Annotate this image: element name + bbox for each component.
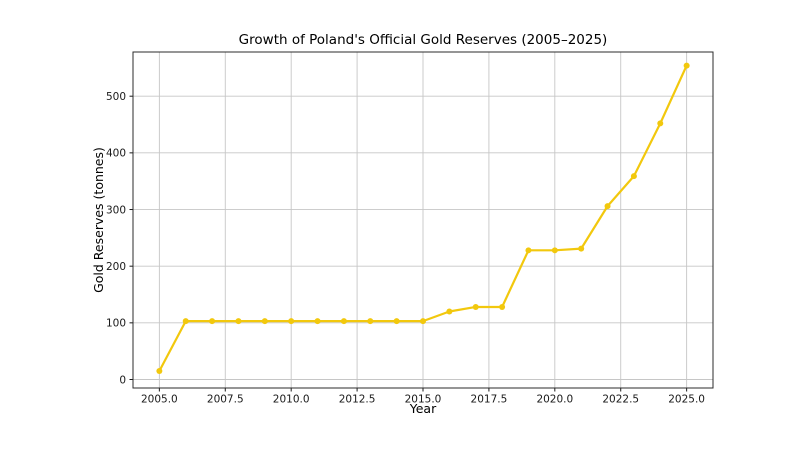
axis-ticks: 2005.0 2007.5 2010.0 2012.5 2015.0 2017.5 2020… xyxy=(106,91,705,406)
data-point-marker xyxy=(288,318,295,325)
data-point-marker xyxy=(472,303,479,310)
data-point-marker xyxy=(367,318,374,325)
x-axis-label: Year xyxy=(409,401,437,416)
x-tick-label: 2010.0 xyxy=(273,394,310,406)
data-point-marker xyxy=(182,318,189,325)
y-tick-label: 500 xyxy=(106,91,126,103)
data-point-marker xyxy=(525,247,532,254)
data-point-marker xyxy=(209,318,216,325)
grid-lines xyxy=(133,52,713,388)
data-point-marker xyxy=(630,173,637,180)
x-tick-label: 2007.5 xyxy=(207,394,244,406)
plot-border xyxy=(132,51,714,389)
data-point-marker xyxy=(261,318,268,325)
y-tick-label: 100 xyxy=(106,318,126,330)
data-point-marker xyxy=(314,318,321,325)
data-point-marker xyxy=(446,308,453,315)
x-tick-label: 2020.0 xyxy=(536,394,573,406)
data-point-marker xyxy=(578,245,585,252)
data-point-marker xyxy=(393,318,400,325)
y-axis-label: Gold Reserves (tonnes) xyxy=(91,147,106,293)
x-tick-label: 2022.5 xyxy=(602,394,639,406)
data-point-marker xyxy=(235,318,242,325)
x-tick-label: 2017.5 xyxy=(471,394,508,406)
data-point-marker xyxy=(604,203,611,210)
y-tick-label: 0 xyxy=(119,374,126,386)
data-point-marker xyxy=(499,303,506,310)
x-tick-label: 2025.0 xyxy=(668,394,705,406)
y-tick-label: 300 xyxy=(106,204,126,216)
data-point-marker xyxy=(420,318,426,325)
data-point-marker xyxy=(156,368,163,375)
x-tick-label: 2005.0 xyxy=(141,394,178,406)
data-point-marker xyxy=(683,62,690,69)
y-tick-label: 400 xyxy=(106,148,126,160)
x-tick-label: 2012.5 xyxy=(339,394,376,406)
y-tick-label: 200 xyxy=(106,261,126,273)
x-tick-label: 2015.0 xyxy=(405,394,442,406)
data-point-marker xyxy=(657,120,664,127)
chart-title: Growth of Poland's Official Gold Reserve… xyxy=(239,32,608,48)
series-gold-reserves xyxy=(156,62,690,375)
data-point-marker xyxy=(340,318,347,325)
data-point-marker xyxy=(551,247,558,254)
